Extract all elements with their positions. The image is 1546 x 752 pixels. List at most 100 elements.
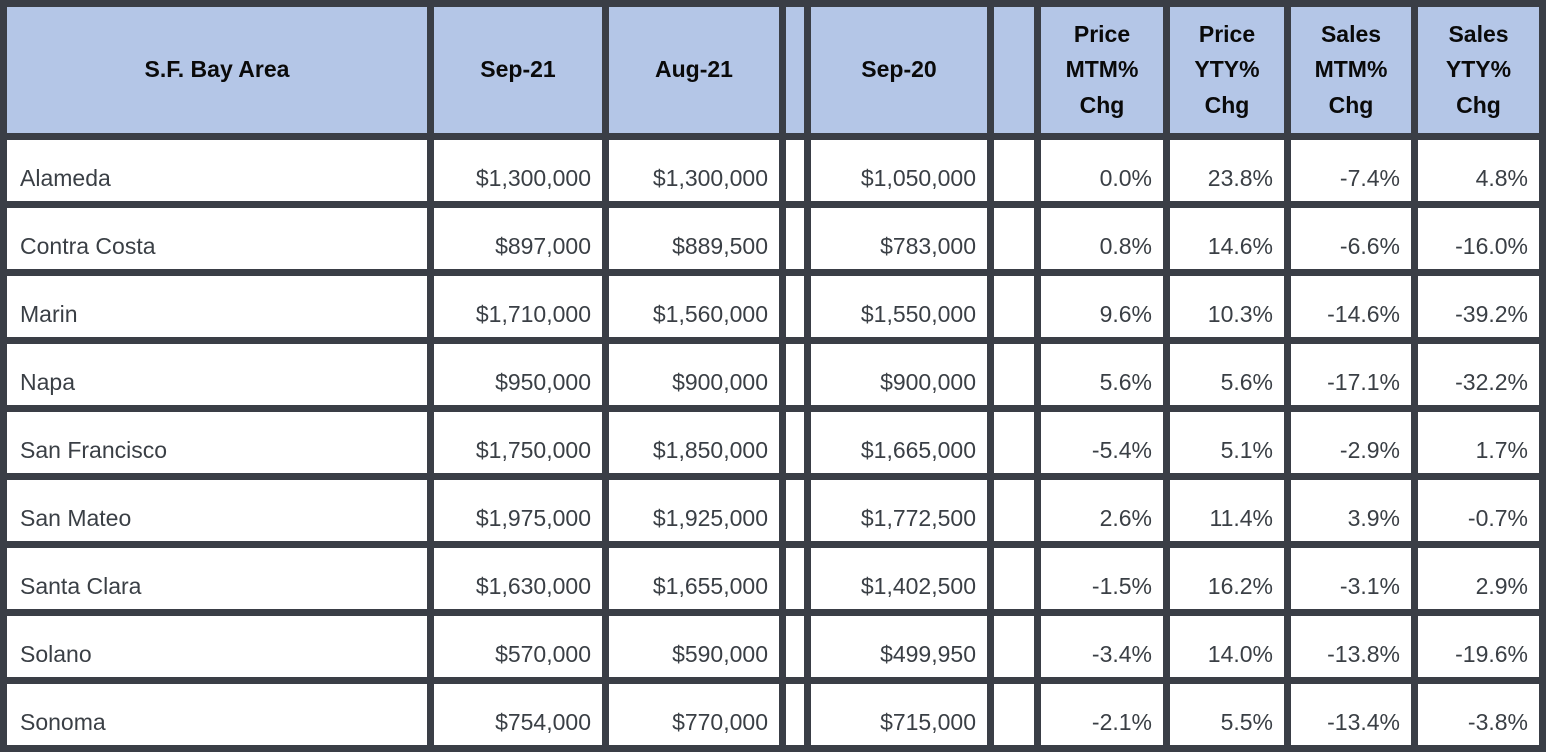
spacer-cell — [994, 480, 1034, 541]
cell-sales-mtm-chg: -13.8% — [1291, 616, 1411, 677]
cell-sales-yty-chg: 4.8% — [1418, 140, 1539, 201]
spacer-cell — [786, 208, 804, 269]
column-header-sales-yty-chg: Sales YTY% Chg — [1418, 7, 1539, 133]
cell-area: Alameda — [7, 140, 427, 201]
cell-sales-yty-chg: 1.7% — [1418, 412, 1539, 473]
cell-sales-mtm-chg: -2.9% — [1291, 412, 1411, 473]
cell-sep20: $1,772,500 — [811, 480, 987, 541]
spacer-cell — [994, 616, 1034, 677]
table-row: San Francisco $1,750,000 $1,850,000 $1,6… — [7, 412, 1539, 473]
table-row: Sonoma $754,000 $770,000 $715,000 -2.1% … — [7, 684, 1539, 745]
cell-price-mtm-chg: 0.0% — [1041, 140, 1163, 201]
cell-area: Contra Costa — [7, 208, 427, 269]
table-row: Marin $1,710,000 $1,560,000 $1,550,000 9… — [7, 276, 1539, 337]
cell-price-mtm-chg: 0.8% — [1041, 208, 1163, 269]
spacer-cell — [994, 548, 1034, 609]
cell-price-yty-chg: 5.6% — [1170, 344, 1284, 405]
cell-price-mtm-chg: -2.1% — [1041, 684, 1163, 745]
table-row: Alameda $1,300,000 $1,300,000 $1,050,000… — [7, 140, 1539, 201]
cell-sep21: $1,975,000 — [434, 480, 602, 541]
cell-sep20: $1,050,000 — [811, 140, 987, 201]
spacer-cell — [994, 208, 1034, 269]
spacer-cell — [786, 412, 804, 473]
cell-sep21: $1,710,000 — [434, 276, 602, 337]
cell-sep21: $754,000 — [434, 684, 602, 745]
cell-sep20: $783,000 — [811, 208, 987, 269]
header-spacer-cell — [994, 7, 1034, 133]
table-row: San Mateo $1,975,000 $1,925,000 $1,772,5… — [7, 480, 1539, 541]
cell-price-mtm-chg: -5.4% — [1041, 412, 1163, 473]
cell-sep20: $715,000 — [811, 684, 987, 745]
table-header-row: S.F. Bay Area Sep-21 Aug-21 Sep-20 Price… — [7, 7, 1539, 133]
cell-sales-mtm-chg: -3.1% — [1291, 548, 1411, 609]
cell-price-yty-chg: 5.5% — [1170, 684, 1284, 745]
cell-sep21: $897,000 — [434, 208, 602, 269]
cell-price-mtm-chg: -3.4% — [1041, 616, 1163, 677]
cell-price-yty-chg: 16.2% — [1170, 548, 1284, 609]
cell-area: Napa — [7, 344, 427, 405]
spacer-cell — [786, 616, 804, 677]
spacer-cell — [994, 412, 1034, 473]
table-row: Solano $570,000 $590,000 $499,950 -3.4% … — [7, 616, 1539, 677]
cell-aug21: $590,000 — [609, 616, 779, 677]
cell-sep21: $1,750,000 — [434, 412, 602, 473]
spacer-cell — [786, 276, 804, 337]
cell-area: Sonoma — [7, 684, 427, 745]
spacer-cell — [994, 684, 1034, 745]
cell-aug21: $1,925,000 — [609, 480, 779, 541]
cell-price-yty-chg: 14.0% — [1170, 616, 1284, 677]
column-header-sales-mtm-chg: Sales MTM% Chg — [1291, 7, 1411, 133]
cell-sales-yty-chg: -39.2% — [1418, 276, 1539, 337]
table-row: Santa Clara $1,630,000 $1,655,000 $1,402… — [7, 548, 1539, 609]
cell-sep21: $570,000 — [434, 616, 602, 677]
column-header-price-mtm-chg: Price MTM% Chg — [1041, 7, 1163, 133]
spacer-cell — [786, 140, 804, 201]
cell-price-mtm-chg: 5.6% — [1041, 344, 1163, 405]
cell-sales-mtm-chg: -6.6% — [1291, 208, 1411, 269]
table-row: Napa $950,000 $900,000 $900,000 5.6% 5.6… — [7, 344, 1539, 405]
cell-sep20: $900,000 — [811, 344, 987, 405]
cell-sep20: $499,950 — [811, 616, 987, 677]
cell-price-mtm-chg: 2.6% — [1041, 480, 1163, 541]
column-header-aug21: Aug-21 — [609, 7, 779, 133]
cell-aug21: $889,500 — [609, 208, 779, 269]
cell-price-yty-chg: 14.6% — [1170, 208, 1284, 269]
cell-area: San Mateo — [7, 480, 427, 541]
cell-sales-yty-chg: -3.8% — [1418, 684, 1539, 745]
cell-aug21: $900,000 — [609, 344, 779, 405]
cell-sep20: $1,402,500 — [811, 548, 987, 609]
cell-sep21: $1,630,000 — [434, 548, 602, 609]
cell-sep21: $950,000 — [434, 344, 602, 405]
cell-price-yty-chg: 11.4% — [1170, 480, 1284, 541]
spacer-cell — [994, 276, 1034, 337]
cell-price-yty-chg: 10.3% — [1170, 276, 1284, 337]
column-header-sep20: Sep-20 — [811, 7, 987, 133]
cell-sales-yty-chg: -32.2% — [1418, 344, 1539, 405]
table-row: Contra Costa $897,000 $889,500 $783,000 … — [7, 208, 1539, 269]
cell-sales-yty-chg: -0.7% — [1418, 480, 1539, 541]
cell-price-yty-chg: 23.8% — [1170, 140, 1284, 201]
cell-price-mtm-chg: 9.6% — [1041, 276, 1163, 337]
column-header-area: S.F. Bay Area — [7, 7, 427, 133]
cell-sep20: $1,665,000 — [811, 412, 987, 473]
cell-sales-yty-chg: 2.9% — [1418, 548, 1539, 609]
spacer-cell — [786, 480, 804, 541]
cell-area: Solano — [7, 616, 427, 677]
column-header-price-yty-chg: Price YTY% Chg — [1170, 7, 1284, 133]
cell-area: Santa Clara — [7, 548, 427, 609]
spacer-cell — [994, 140, 1034, 201]
spacer-cell — [786, 548, 804, 609]
cell-price-yty-chg: 5.1% — [1170, 412, 1284, 473]
spacer-cell — [786, 684, 804, 745]
cell-aug21: $770,000 — [609, 684, 779, 745]
cell-area: Marin — [7, 276, 427, 337]
cell-area: San Francisco — [7, 412, 427, 473]
cell-sales-yty-chg: -16.0% — [1418, 208, 1539, 269]
cell-sales-mtm-chg: -14.6% — [1291, 276, 1411, 337]
cell-aug21: $1,850,000 — [609, 412, 779, 473]
cell-sales-mtm-chg: -17.1% — [1291, 344, 1411, 405]
cell-sales-mtm-chg: 3.9% — [1291, 480, 1411, 541]
column-header-sep21: Sep-21 — [434, 7, 602, 133]
header-spacer-cell — [786, 7, 804, 133]
